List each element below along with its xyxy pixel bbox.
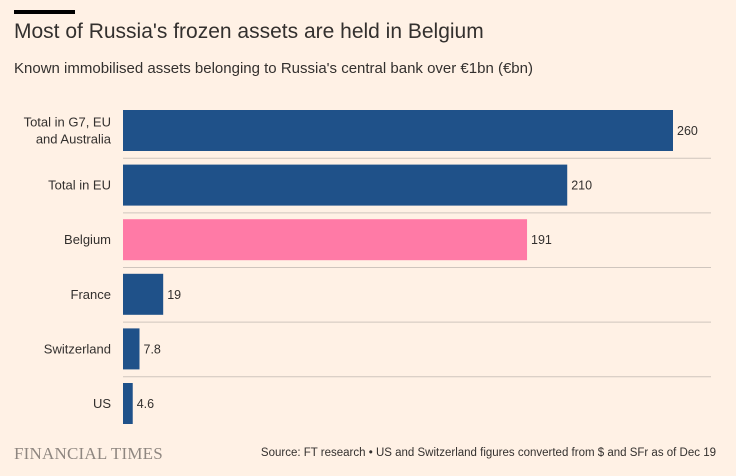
bar-2 <box>123 219 528 261</box>
bar-4 <box>123 328 140 370</box>
value-label: 4.6 <box>137 397 154 411</box>
value-label: 7.8 <box>144 342 161 356</box>
value-label: 19 <box>167 288 181 302</box>
bar-chart: 260 Total in G7, EU and Australia 210 Total … <box>24 110 711 424</box>
category-label: Switzerland <box>44 341 111 356</box>
category-label: and Australia <box>36 132 112 147</box>
chart-subtitle: Known immobilised assets belonging to Ru… <box>14 60 533 77</box>
category-label: Total in G7, EU <box>24 115 111 130</box>
category-label: Total in EU <box>48 178 111 193</box>
accent-rule <box>14 10 75 14</box>
value-label: 260 <box>677 124 698 138</box>
chart-title: Most of Russia's frozen assets are held … <box>14 20 484 43</box>
bar-1 <box>123 164 568 206</box>
category-label: Belgium <box>64 232 111 247</box>
bar-5 <box>123 383 133 424</box>
bar-0 <box>123 110 673 151</box>
category-label: US <box>93 396 111 411</box>
bar-3 <box>123 273 164 315</box>
source-note: Source: FT research • US and Switzerland… <box>260 447 716 459</box>
category-label: France <box>71 287 111 302</box>
value-label: 191 <box>531 233 552 247</box>
value-label: 210 <box>571 179 592 193</box>
financial-times-logo: FINANCIAL TIMES <box>14 444 163 463</box>
